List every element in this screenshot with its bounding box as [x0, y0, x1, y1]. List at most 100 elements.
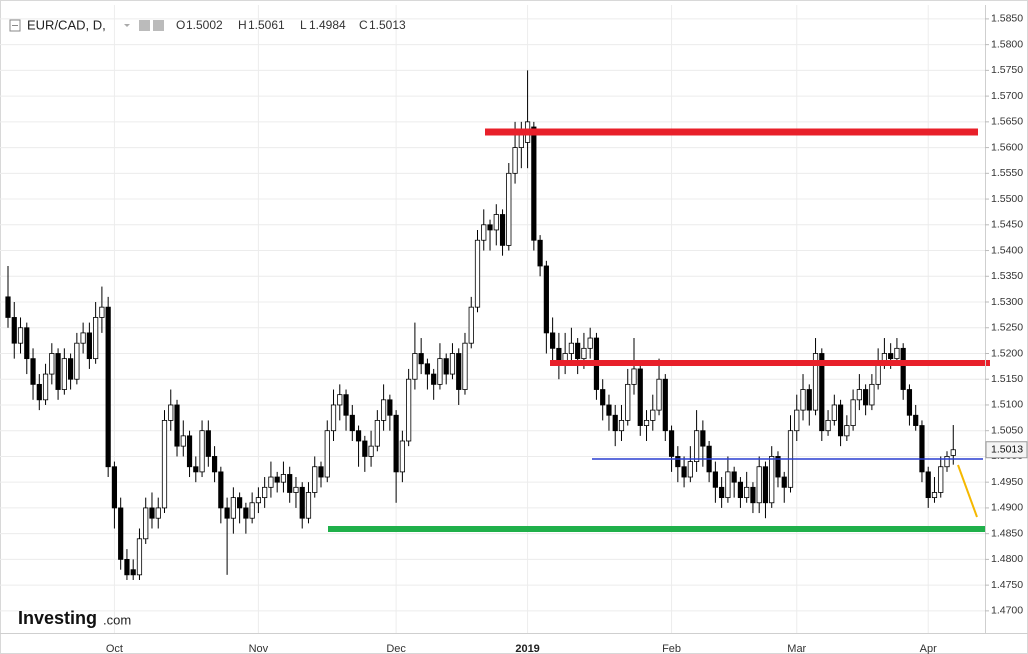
logo-suffix: .com	[103, 612, 131, 627]
ohlc-value: 1.5061	[248, 18, 285, 32]
candle-body	[900, 347, 906, 390]
candle-body	[844, 425, 850, 437]
candle-body	[781, 476, 787, 488]
ohlc-value: 1.5013	[369, 18, 406, 32]
candle-body	[888, 353, 894, 360]
candle-body	[387, 399, 393, 416]
candle-body	[49, 353, 55, 375]
candle-body	[668, 430, 675, 457]
candle-body	[762, 466, 769, 504]
y-tick-label: 1.4750	[991, 579, 1023, 591]
candle-body	[550, 332, 556, 349]
candle-body	[324, 430, 330, 478]
candle-body	[631, 368, 637, 385]
candle-body	[61, 358, 67, 390]
candle-body	[174, 404, 180, 447]
candle-body	[17, 327, 24, 344]
dropdown-arrow[interactable]	[124, 24, 130, 27]
candle-body	[42, 373, 49, 401]
candle-body	[437, 358, 443, 385]
x-tick-label: Dec	[386, 643, 406, 654]
candle-body	[819, 353, 825, 432]
candle-body	[199, 430, 205, 473]
y-tick-label: 1.4700	[991, 605, 1023, 617]
candle-body	[268, 476, 274, 488]
candle-body	[205, 430, 211, 457]
candle-body	[700, 430, 706, 447]
candle-body	[531, 126, 537, 241]
candle-body	[287, 474, 293, 493]
candle-body	[274, 476, 280, 483]
y-tick-label: 1.5100	[991, 399, 1023, 411]
candle-body	[650, 409, 656, 421]
candle-body	[575, 342, 581, 360]
candle-body	[925, 471, 931, 499]
candle-body	[675, 456, 681, 468]
candle-body	[168, 404, 174, 421]
candle-body	[380, 399, 387, 421]
candle-body	[581, 347, 587, 360]
candle-body	[355, 430, 362, 442]
candle-body	[368, 445, 374, 457]
x-tick-label: Apr	[920, 643, 937, 654]
candle-body	[950, 449, 956, 456]
candle-body	[305, 492, 312, 519]
candle-body	[587, 337, 593, 349]
candle-body	[224, 507, 230, 519]
candle-body	[938, 466, 944, 493]
candle-body	[431, 373, 437, 385]
settings-icon[interactable]	[153, 20, 164, 31]
candle-body	[931, 492, 938, 499]
projection-line	[957, 464, 978, 518]
candle-body	[293, 486, 299, 493]
candle-body	[249, 502, 255, 519]
y-tick-label: 1.5600	[991, 141, 1023, 153]
candle-body	[337, 394, 343, 406]
y-tick-label: 1.5550	[991, 167, 1023, 179]
candle-body	[30, 358, 36, 385]
candle-body	[794, 409, 800, 432]
x-tick-label: Feb	[662, 643, 681, 654]
x-tick-label: 2019	[515, 643, 539, 654]
candle-body	[55, 353, 61, 390]
candle-body	[36, 383, 42, 401]
candle-body	[111, 466, 118, 509]
candle-body	[406, 378, 412, 442]
candle-body	[687, 461, 693, 478]
visibility-icon[interactable]	[139, 20, 150, 31]
candle-body	[875, 363, 881, 385]
candle-body	[894, 347, 900, 360]
candle-body	[750, 486, 756, 504]
candle-body	[906, 389, 913, 416]
candle-body	[681, 466, 687, 478]
candle-body	[506, 172, 512, 246]
candle-body	[731, 471, 737, 483]
y-tick-label: 1.5150	[991, 373, 1023, 385]
candle-body	[374, 420, 380, 447]
y-tick-label: 1.4800	[991, 553, 1023, 565]
candle-body	[474, 239, 481, 308]
candle-body	[837, 404, 844, 437]
candle-body	[255, 497, 262, 504]
candle-body	[825, 420, 831, 432]
candle-body	[5, 296, 11, 318]
candle-body	[93, 317, 99, 360]
y-tick-label: 1.5350	[991, 270, 1023, 282]
y-tick-label: 1.5850	[991, 13, 1023, 25]
last-price-label: 1.5013	[991, 444, 1023, 456]
candle-body	[218, 471, 224, 509]
y-tick-label: 1.4850	[991, 527, 1023, 539]
x-tick-label: Nov	[249, 643, 269, 654]
y-tick-label: 1.5050	[991, 424, 1023, 436]
x-tick-label: Mar	[787, 643, 806, 654]
candle-body	[863, 389, 869, 406]
candle-body	[155, 507, 161, 519]
candle-body	[637, 368, 643, 426]
candle-body	[312, 466, 318, 493]
y-tick-label: 1.4900	[991, 502, 1023, 514]
candle-body	[237, 497, 243, 509]
price-tag: 1.5013	[985, 441, 1028, 459]
candle-body	[362, 440, 368, 457]
candle-body	[11, 317, 17, 344]
